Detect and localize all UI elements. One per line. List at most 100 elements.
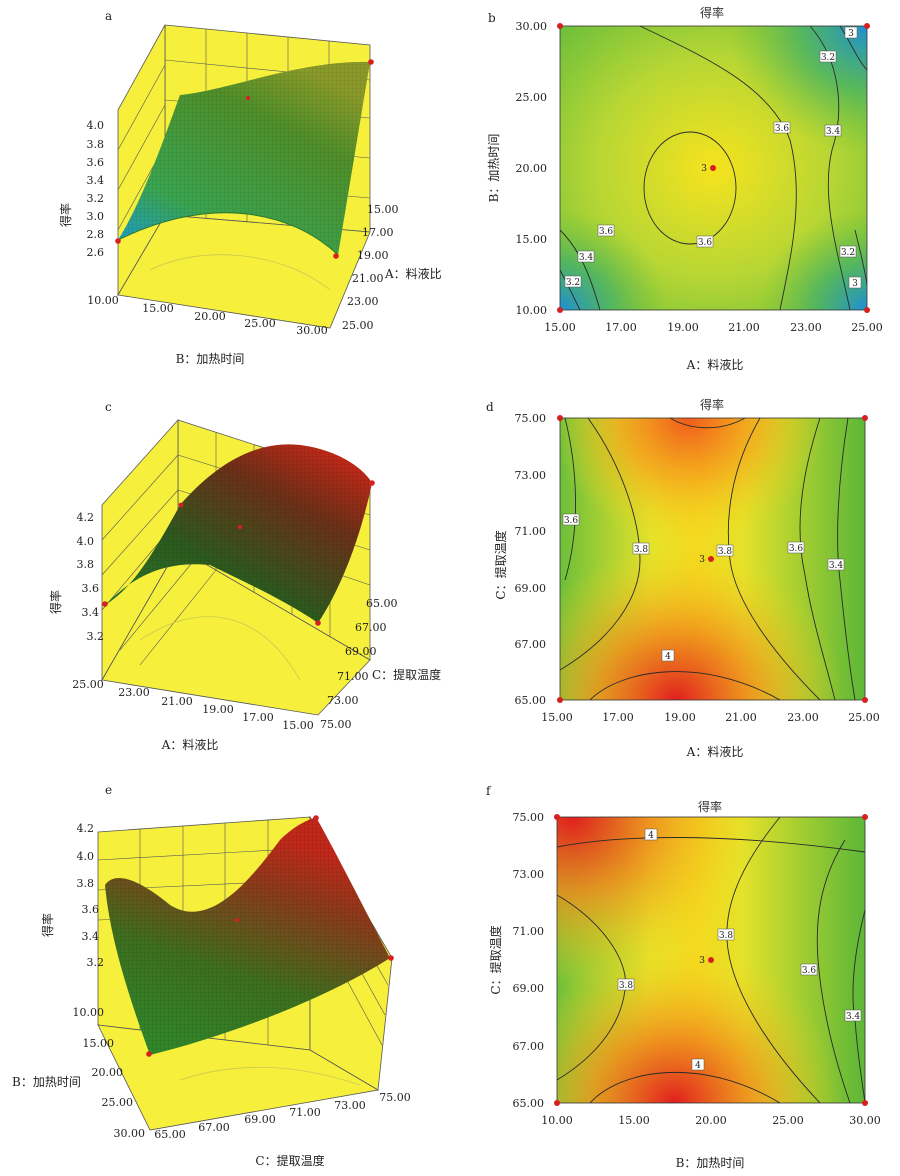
panel-a-z-tick: 3.0: [87, 210, 105, 223]
panel-f-y-tick: 75.00: [513, 811, 545, 824]
panel-a-x-tick: 15.00: [142, 302, 174, 315]
panel-e-y-tick: 15.00: [83, 1037, 115, 1050]
panel-d-center-label: 3: [699, 555, 705, 565]
panel-c-y-tick: 67.00: [355, 621, 387, 634]
panel-d-center-point: [708, 556, 714, 562]
panel-c-design-point: [178, 502, 184, 508]
panel-a-z-label: 得率: [58, 203, 73, 227]
panel-d-design-point: [557, 697, 563, 703]
panel-e-x-tick: 73.00: [334, 1099, 366, 1112]
panel-e-design-point: [146, 1051, 152, 1057]
panel-a-floor-contour: [149, 254, 331, 291]
panel-a-surface-mesh: [118, 61, 370, 256]
panel-c-y-tick: 65.00: [366, 597, 398, 610]
panel-b-x-tick: 19.00: [667, 321, 699, 334]
panel-e-x-tick: 69.00: [244, 1113, 276, 1126]
panel-c-x-tick: 25.00: [72, 678, 104, 691]
panel-b-contour-label: 3.4: [826, 127, 841, 137]
panel-f-design-point: [554, 814, 560, 820]
panel-a-z-tick: 4.0: [87, 119, 105, 132]
panel-c-y-tick: 73.00: [327, 694, 359, 707]
panel-b-y-tick: 15.00: [516, 233, 548, 246]
panel-c-z-tick: 3.2: [87, 630, 105, 643]
panel-d-x-label: A：料液比: [686, 744, 744, 759]
panel-d-contour-label: 3.6: [564, 516, 579, 526]
panel-b-y-tick: 20.00: [516, 162, 548, 175]
panel-b-design-point: [864, 307, 870, 313]
panel-a-letter: a: [105, 9, 112, 23]
panel-f-x-tick: 10.00: [541, 1114, 573, 1127]
panel-a-y-tick: 17.00: [362, 226, 394, 239]
panel-e-surface-mesh: [105, 817, 390, 1055]
panel-d-y-tick: 75.00: [515, 412, 547, 425]
panel-a: a 4.0 3.8 3.6 3.4 3.2 3.0 2.8: [58, 9, 442, 366]
panel-d-y-tick: 71.00: [515, 525, 547, 538]
panel-d-contour-label: 3.4: [829, 561, 844, 571]
panel-c-z-tick: 3.8: [77, 558, 95, 571]
panel-d-contour-label: 3.8: [718, 547, 733, 557]
panel-c-z-tick: 3.6: [82, 582, 100, 595]
panel-a-y-label: A：料液比: [384, 266, 442, 281]
panel-e-x-tick: 75.00: [379, 1091, 411, 1104]
panel-a-design-point: [333, 253, 339, 259]
panel-b-contour-label: 3.6: [599, 227, 614, 237]
panel-f: f 得率 4 3.8 3.8 3.6 3.4 4: [486, 784, 881, 1170]
panel-f-y-tick: 69.00: [513, 982, 545, 995]
panel-a-x-tick: 25.00: [244, 317, 276, 330]
panel-b-y-tick: 10.00: [516, 304, 548, 317]
panel-f-contour-label: 3.4: [846, 1012, 861, 1022]
panel-a-z-tick: 3.6: [87, 156, 105, 169]
panel-b-contour-labels: 3 3.2 3.6 3.4 3.6 3.6 3.4 3.2 3.2 3: [564, 26, 862, 289]
panel-b-y-label: B：加热时间: [487, 134, 501, 203]
panel-d-y-tick: 69.00: [515, 582, 547, 595]
panel-d: d 得率 3.6 3.8 3.8 3.6 3.4 4: [486, 397, 880, 759]
panel-f-contour-label: 4: [695, 1061, 701, 1071]
panel-e-x-tick: 67.00: [198, 1121, 230, 1134]
panel-c-y-label: C：提取温度: [372, 667, 441, 682]
panel-d-x-tick: 25.00: [848, 711, 880, 724]
panel-f-contour-labels: 4 3.8 3.8 3.6 3.4 4: [617, 828, 862, 1071]
panel-d-letter: d: [486, 400, 494, 414]
panel-f-x-label: B：加热时间: [676, 1156, 745, 1170]
panel-b-contour-label: 3: [848, 29, 854, 39]
panel-c-z-tick: 4.0: [77, 535, 95, 548]
panel-e-letter: e: [105, 783, 112, 797]
panel-b-design-point: [557, 307, 563, 313]
panel-e-x-label: C：提取温度: [255, 1153, 324, 1168]
panel-a-z-tick: 3.4: [87, 174, 105, 187]
panel-c-x-tick: 17.00: [242, 711, 274, 724]
panel-a-design-point: [115, 238, 121, 244]
panel-a-y-tick: 15.00: [367, 203, 399, 216]
panel-e-y-tick: 10.00: [73, 1006, 105, 1019]
panel-c-design-point: [102, 601, 108, 607]
panel-b-letter: b: [488, 11, 496, 25]
panel-b-contour-label: 3: [852, 279, 858, 289]
panel-a-x-label: B：加热时间: [176, 352, 245, 366]
panel-b-design-point: [557, 23, 563, 29]
panel-c: c 4.2 4.0 3.8 3.6 3.4 3.2 得率: [48, 400, 441, 752]
panel-f-frame: [556, 816, 866, 1104]
panel-b-x-tick: 25.00: [851, 321, 883, 334]
panel-f-title: 得率: [698, 799, 722, 814]
panel-f-x-tick: 25.00: [772, 1114, 804, 1127]
panel-b-frame: [559, 25, 868, 311]
panel-d-contour-label: 3.6: [789, 544, 804, 554]
panel-f-contour-label: 3.8: [719, 931, 734, 941]
panel-f-center-point: [708, 957, 714, 963]
panel-a-z-tick: 2.8: [87, 228, 105, 241]
panel-f-y-label: C：提取温度: [488, 925, 503, 994]
panel-a-y-tick: 23.00: [347, 295, 379, 308]
panel-f-y-tick: 65.00: [513, 1097, 545, 1110]
panel-f-contour-label: 4: [648, 831, 654, 841]
panel-b-center-label: 3: [701, 164, 707, 174]
panel-d-design-point: [557, 415, 563, 421]
panel-e-center-point: [235, 918, 239, 922]
panel-f-y-tick: 67.00: [513, 1040, 545, 1053]
panel-a-x-tick: 30.00: [296, 324, 328, 337]
panel-f-x-tick: 15.00: [618, 1114, 650, 1127]
panel-b-contour-label: 3.2: [821, 53, 835, 63]
panel-c-floor: [101, 547, 371, 716]
panel-d-y-tick: 67.00: [515, 638, 547, 651]
panel-e-z-tick: 4.0: [77, 850, 95, 863]
panel-b-y-tick: 25.00: [516, 91, 548, 104]
